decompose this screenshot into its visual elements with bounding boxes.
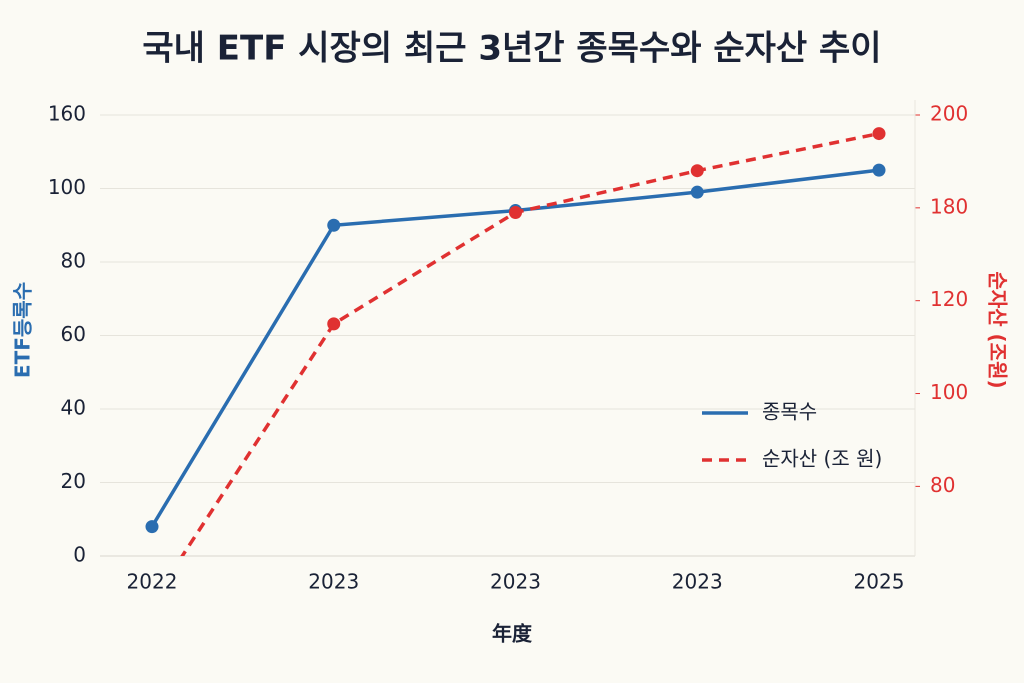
x-tick-label: 2022: [127, 570, 178, 594]
series-line: [180, 131, 880, 556]
y-axis-label: ETF등록수: [11, 282, 35, 378]
x-tick-label: 2023: [672, 570, 723, 594]
plot-area: [145, 127, 886, 609]
y-tick-label: 20: [61, 469, 86, 493]
x-axis-label: 年度: [492, 622, 533, 646]
x-tick-label: 2023: [490, 570, 541, 594]
point: [872, 163, 886, 177]
y2-tick-label: 80: [930, 473, 955, 497]
point: [327, 317, 341, 331]
chart-title: 국내 ETF 시장의 최근 3년간 종목수와 순자산 추이: [142, 29, 881, 69]
y-tick-label: 80: [61, 249, 86, 273]
point: [145, 520, 159, 534]
y-tick-label: 60: [61, 322, 86, 346]
point: [872, 127, 886, 141]
series-line: [150, 168, 880, 528]
legend-label: 종목수: [762, 400, 817, 424]
point: [509, 205, 522, 219]
point: [690, 185, 704, 199]
y2-tick-label: 200: [930, 102, 968, 126]
y2-axis-label: 순자산 (조원): [986, 271, 1010, 388]
x-tick-label: 2023: [308, 570, 359, 594]
y-tick-label: 40: [61, 396, 86, 420]
y2-tick-label: 180: [930, 194, 968, 218]
y2-tick-label: 100: [930, 380, 968, 404]
y-tick-label: 0: [73, 543, 86, 567]
point: [690, 164, 704, 178]
legend-label: 순자산 (조 원): [762, 447, 882, 471]
y-tick-label: 160: [48, 102, 86, 126]
y2-tick-label: 120: [930, 287, 968, 311]
y-tick-label: 100: [48, 175, 86, 199]
point: [146, 596, 159, 609]
point: [327, 218, 341, 232]
x-tick-label: 2025: [854, 570, 905, 594]
